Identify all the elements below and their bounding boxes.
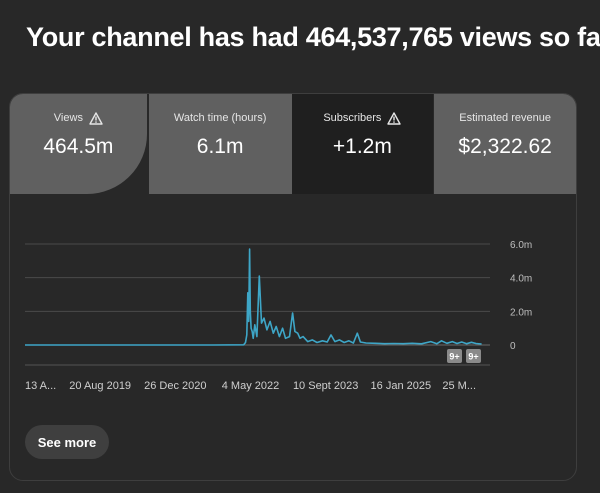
views-line-chart: 6.0m 4.0m 2.0m 0 9+ 9+ 13 A... 20 Aug 2019 26 … <box>25 240 532 392</box>
page-title: Your channel has had 464,537,765 views s… <box>26 22 600 52</box>
tab-label-row: Estimated revenue <box>459 111 551 125</box>
tab-views-value: 464.5m <box>43 135 114 158</box>
x-tick-label: 13 A... <box>25 380 56 392</box>
y-axis-labels: 6.0m 4.0m 2.0m 0 <box>510 240 532 352</box>
tab-subscribers[interactable]: Subscribers +1.2m <box>291 94 434 194</box>
tab-estimated-revenue[interactable]: Estimated revenue $2,322.62 <box>434 94 576 194</box>
chart-badges: 9+ 9+ <box>447 349 481 363</box>
x-tick-label: 20 Aug 2019 <box>69 380 131 392</box>
x-tick-label: 25 M... <box>442 380 476 392</box>
warning-triangle-icon <box>387 111 402 125</box>
x-tick-label: 26 Dec 2020 <box>144 380 206 392</box>
tab-watch-time-label: Watch time (hours) <box>173 112 267 124</box>
tab-label-row: Views <box>54 111 103 125</box>
see-more-button[interactable]: See more <box>25 425 109 459</box>
tab-views[interactable]: Views 464.5m <box>10 94 147 194</box>
tab-subscribers-label: Subscribers <box>323 112 382 124</box>
tab-estimated-revenue-value: $2,322.62 <box>458 135 552 158</box>
tab-watch-time-value: 6.1m <box>196 135 244 158</box>
badge-box <box>466 349 481 363</box>
warning-triangle-icon <box>89 111 103 125</box>
annotation-badge: 9+ <box>447 349 462 363</box>
tab-views-label: Views <box>53 112 83 124</box>
tab-label-row: Subscribers <box>323 111 402 125</box>
x-tick-label: 10 Sept 2023 <box>293 380 358 392</box>
tab-estimated-revenue-label: Estimated revenue <box>459 112 551 124</box>
x-axis-labels: 13 A... 20 Aug 2019 26 Dec 2020 4 May 2022 1… <box>25 380 476 392</box>
views-series-line <box>25 248 482 346</box>
badge-label: 9+ <box>468 352 478 362</box>
badge-label: 9+ <box>449 352 459 362</box>
tab-watch-time[interactable]: Watch time (hours) 6.1m <box>148 94 292 194</box>
tab-label-row: Watch time (hours) <box>174 111 267 125</box>
analytics-card: Views 464.5m Watch time (hours) 6.1m Sub… <box>9 93 577 481</box>
metric-tabs: Views 464.5m Watch time (hours) 6.1m Sub… <box>10 94 576 194</box>
badge-box <box>447 349 462 363</box>
y-tick-label: 4.0m <box>510 274 532 285</box>
annotation-badge: 9+ <box>466 349 481 363</box>
x-tick-label: 4 May 2022 <box>222 380 279 392</box>
tab-subscribers-value: +1.2m <box>332 135 392 158</box>
x-tick-label: 16 Jan 2025 <box>371 380 432 392</box>
y-tick-label: 0 <box>510 341 516 352</box>
y-tick-label: 6.0m <box>510 240 532 251</box>
y-tick-label: 2.0m <box>510 307 532 318</box>
